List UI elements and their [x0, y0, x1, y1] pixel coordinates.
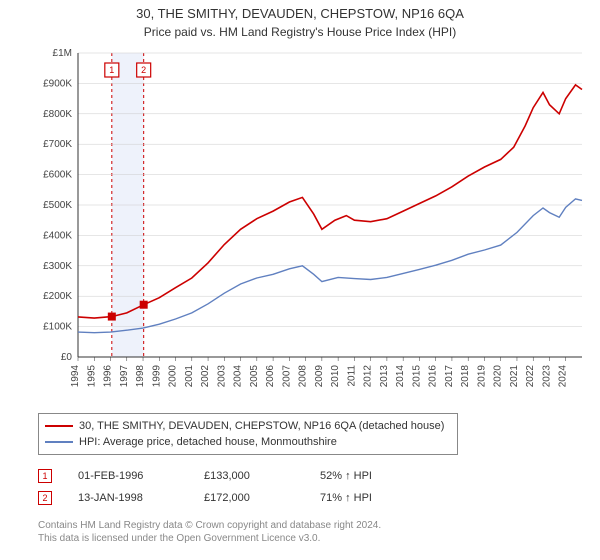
transaction-row: 1 01-FEB-1996 £133,000 52% ↑ HPI [38, 465, 600, 487]
svg-text:1996: 1996 [103, 365, 114, 388]
transaction-hpi: 71% ↑ HPI [320, 492, 410, 504]
svg-text:1995: 1995 [86, 365, 97, 388]
transaction-price: £133,000 [204, 470, 294, 482]
svg-text:1997: 1997 [119, 365, 130, 388]
svg-text:1994: 1994 [70, 365, 81, 388]
transaction-marker-icon: 2 [38, 491, 52, 505]
svg-text:2004: 2004 [233, 365, 244, 388]
legend-label: 30, THE SMITHY, DEVAUDEN, CHEPSTOW, NP16… [79, 420, 444, 432]
footnote-line: This data is licensed under the Open Gov… [38, 533, 320, 544]
transaction-price: £172,000 [204, 492, 294, 504]
transaction-table: 1 01-FEB-1996 £133,000 52% ↑ HPI 2 13-JA… [38, 465, 600, 509]
svg-text:£1M: £1M [53, 48, 72, 59]
legend: 30, THE SMITHY, DEVAUDEN, CHEPSTOW, NP16… [38, 413, 458, 455]
legend-row: 30, THE SMITHY, DEVAUDEN, CHEPSTOW, NP16… [45, 418, 451, 434]
legend-row: HPI: Average price, detached house, Monm… [45, 434, 451, 450]
legend-label: HPI: Average price, detached house, Monm… [79, 436, 337, 448]
chart-container: 30, THE SMITHY, DEVAUDEN, CHEPSTOW, NP16… [0, 0, 600, 560]
svg-text:£200K: £200K [43, 291, 72, 302]
svg-text:2021: 2021 [509, 365, 520, 388]
svg-text:2008: 2008 [298, 365, 309, 388]
transaction-hpi: 52% ↑ HPI [320, 470, 410, 482]
svg-text:2020: 2020 [493, 365, 504, 388]
svg-text:£300K: £300K [43, 261, 72, 272]
svg-text:1: 1 [109, 65, 114, 75]
legend-swatch-hpi [45, 441, 73, 443]
transaction-marker-number: 1 [42, 471, 47, 481]
footnote-line: Contains HM Land Registry data © Crown c… [38, 520, 381, 531]
legend-swatch-property [45, 425, 73, 427]
chart-title: 30, THE SMITHY, DEVAUDEN, CHEPSTOW, NP16… [0, 0, 600, 21]
transaction-date: 13-JAN-1998 [78, 492, 178, 504]
svg-text:£800K: £800K [43, 109, 72, 120]
chart-subtitle: Price paid vs. HM Land Registry's House … [0, 21, 600, 45]
svg-text:2018: 2018 [460, 365, 471, 388]
svg-text:2007: 2007 [281, 365, 292, 388]
svg-text:£900K: £900K [43, 78, 72, 89]
svg-text:2015: 2015 [411, 365, 422, 388]
svg-text:2024: 2024 [558, 365, 569, 388]
svg-text:2012: 2012 [363, 365, 374, 388]
transaction-marker-number: 2 [42, 493, 47, 503]
chart-plot: £0 £100K £200K £300K £400K £500K £600K £700K £80… [30, 45, 590, 405]
svg-text:2005: 2005 [249, 365, 260, 388]
svg-text:1998: 1998 [135, 365, 146, 388]
svg-text:2002: 2002 [200, 365, 211, 388]
svg-text:2017: 2017 [444, 365, 455, 388]
svg-text:2016: 2016 [428, 365, 439, 388]
footnote: Contains HM Land Registry data © Crown c… [38, 519, 558, 545]
transaction-row: 2 13-JAN-1998 £172,000 71% ↑ HPI [38, 487, 600, 509]
svg-text:2000: 2000 [168, 365, 179, 388]
svg-text:£600K: £600K [43, 170, 72, 181]
svg-text:2023: 2023 [541, 365, 552, 388]
svg-text:2003: 2003 [216, 365, 227, 388]
svg-text:£0: £0 [61, 352, 73, 363]
svg-text:£100K: £100K [43, 322, 72, 333]
svg-text:2006: 2006 [265, 365, 276, 388]
svg-text:2022: 2022 [525, 365, 536, 388]
svg-text:2013: 2013 [379, 365, 390, 388]
svg-text:2019: 2019 [476, 365, 487, 388]
svg-text:£500K: £500K [43, 200, 72, 211]
svg-text:2010: 2010 [330, 365, 341, 388]
svg-text:2: 2 [141, 65, 146, 75]
svg-text:2014: 2014 [395, 365, 406, 388]
transaction-date: 01-FEB-1996 [78, 470, 178, 482]
svg-text:£400K: £400K [43, 230, 72, 241]
svg-text:2009: 2009 [314, 365, 325, 388]
transaction-marker-icon: 1 [38, 469, 52, 483]
svg-text:£700K: £700K [43, 139, 72, 150]
svg-text:1999: 1999 [151, 365, 162, 388]
svg-text:2011: 2011 [346, 365, 357, 387]
svg-text:2001: 2001 [184, 365, 195, 388]
